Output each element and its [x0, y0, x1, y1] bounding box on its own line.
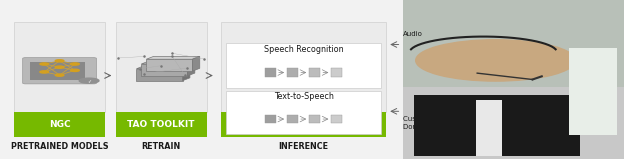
FancyBboxPatch shape: [265, 115, 276, 123]
FancyBboxPatch shape: [287, 68, 298, 77]
Text: ✓: ✓: [87, 78, 91, 83]
Text: Text-to-Speech: Text-to-Speech: [274, 93, 334, 101]
Text: Audio: Audio: [402, 31, 422, 37]
FancyBboxPatch shape: [226, 43, 381, 88]
FancyBboxPatch shape: [310, 115, 320, 123]
FancyBboxPatch shape: [14, 22, 105, 112]
FancyBboxPatch shape: [402, 0, 624, 159]
FancyBboxPatch shape: [310, 68, 320, 77]
FancyBboxPatch shape: [30, 62, 85, 80]
Text: Speech Recognition: Speech Recognition: [264, 45, 343, 54]
FancyBboxPatch shape: [287, 115, 298, 123]
Polygon shape: [183, 66, 190, 81]
FancyBboxPatch shape: [568, 48, 617, 135]
FancyBboxPatch shape: [475, 100, 502, 156]
Circle shape: [56, 60, 64, 62]
Circle shape: [40, 71, 49, 73]
FancyBboxPatch shape: [22, 58, 97, 84]
Circle shape: [71, 63, 79, 65]
FancyBboxPatch shape: [115, 112, 207, 137]
FancyBboxPatch shape: [402, 0, 624, 87]
FancyBboxPatch shape: [222, 112, 386, 137]
Polygon shape: [187, 61, 195, 76]
FancyBboxPatch shape: [414, 95, 580, 156]
FancyBboxPatch shape: [137, 69, 183, 81]
Circle shape: [56, 66, 64, 68]
Text: PRETRAINED MODELS: PRETRAINED MODELS: [11, 142, 109, 151]
Polygon shape: [137, 66, 190, 69]
Circle shape: [416, 40, 575, 81]
Circle shape: [71, 69, 79, 72]
Text: INFERENCE: INFERENCE: [279, 142, 329, 151]
FancyBboxPatch shape: [14, 112, 105, 137]
FancyBboxPatch shape: [226, 91, 381, 134]
Text: TAO TOOLKIT: TAO TOOLKIT: [127, 120, 195, 129]
Polygon shape: [146, 56, 200, 59]
FancyBboxPatch shape: [222, 22, 386, 112]
Circle shape: [79, 78, 99, 83]
Circle shape: [40, 63, 49, 65]
Polygon shape: [192, 56, 200, 71]
Polygon shape: [142, 61, 195, 64]
FancyBboxPatch shape: [115, 22, 207, 112]
Text: NGC: NGC: [49, 120, 71, 129]
Circle shape: [56, 74, 64, 76]
Text: RIVA SKILLS: RIVA SKILLS: [273, 120, 334, 129]
Text: Custom Voice
Domain Specific: Custom Voice Domain Specific: [402, 116, 459, 130]
FancyBboxPatch shape: [331, 115, 343, 123]
Text: RETRAIN: RETRAIN: [142, 142, 181, 151]
FancyBboxPatch shape: [265, 68, 276, 77]
FancyBboxPatch shape: [146, 59, 192, 71]
FancyBboxPatch shape: [142, 64, 187, 76]
FancyBboxPatch shape: [331, 68, 343, 77]
